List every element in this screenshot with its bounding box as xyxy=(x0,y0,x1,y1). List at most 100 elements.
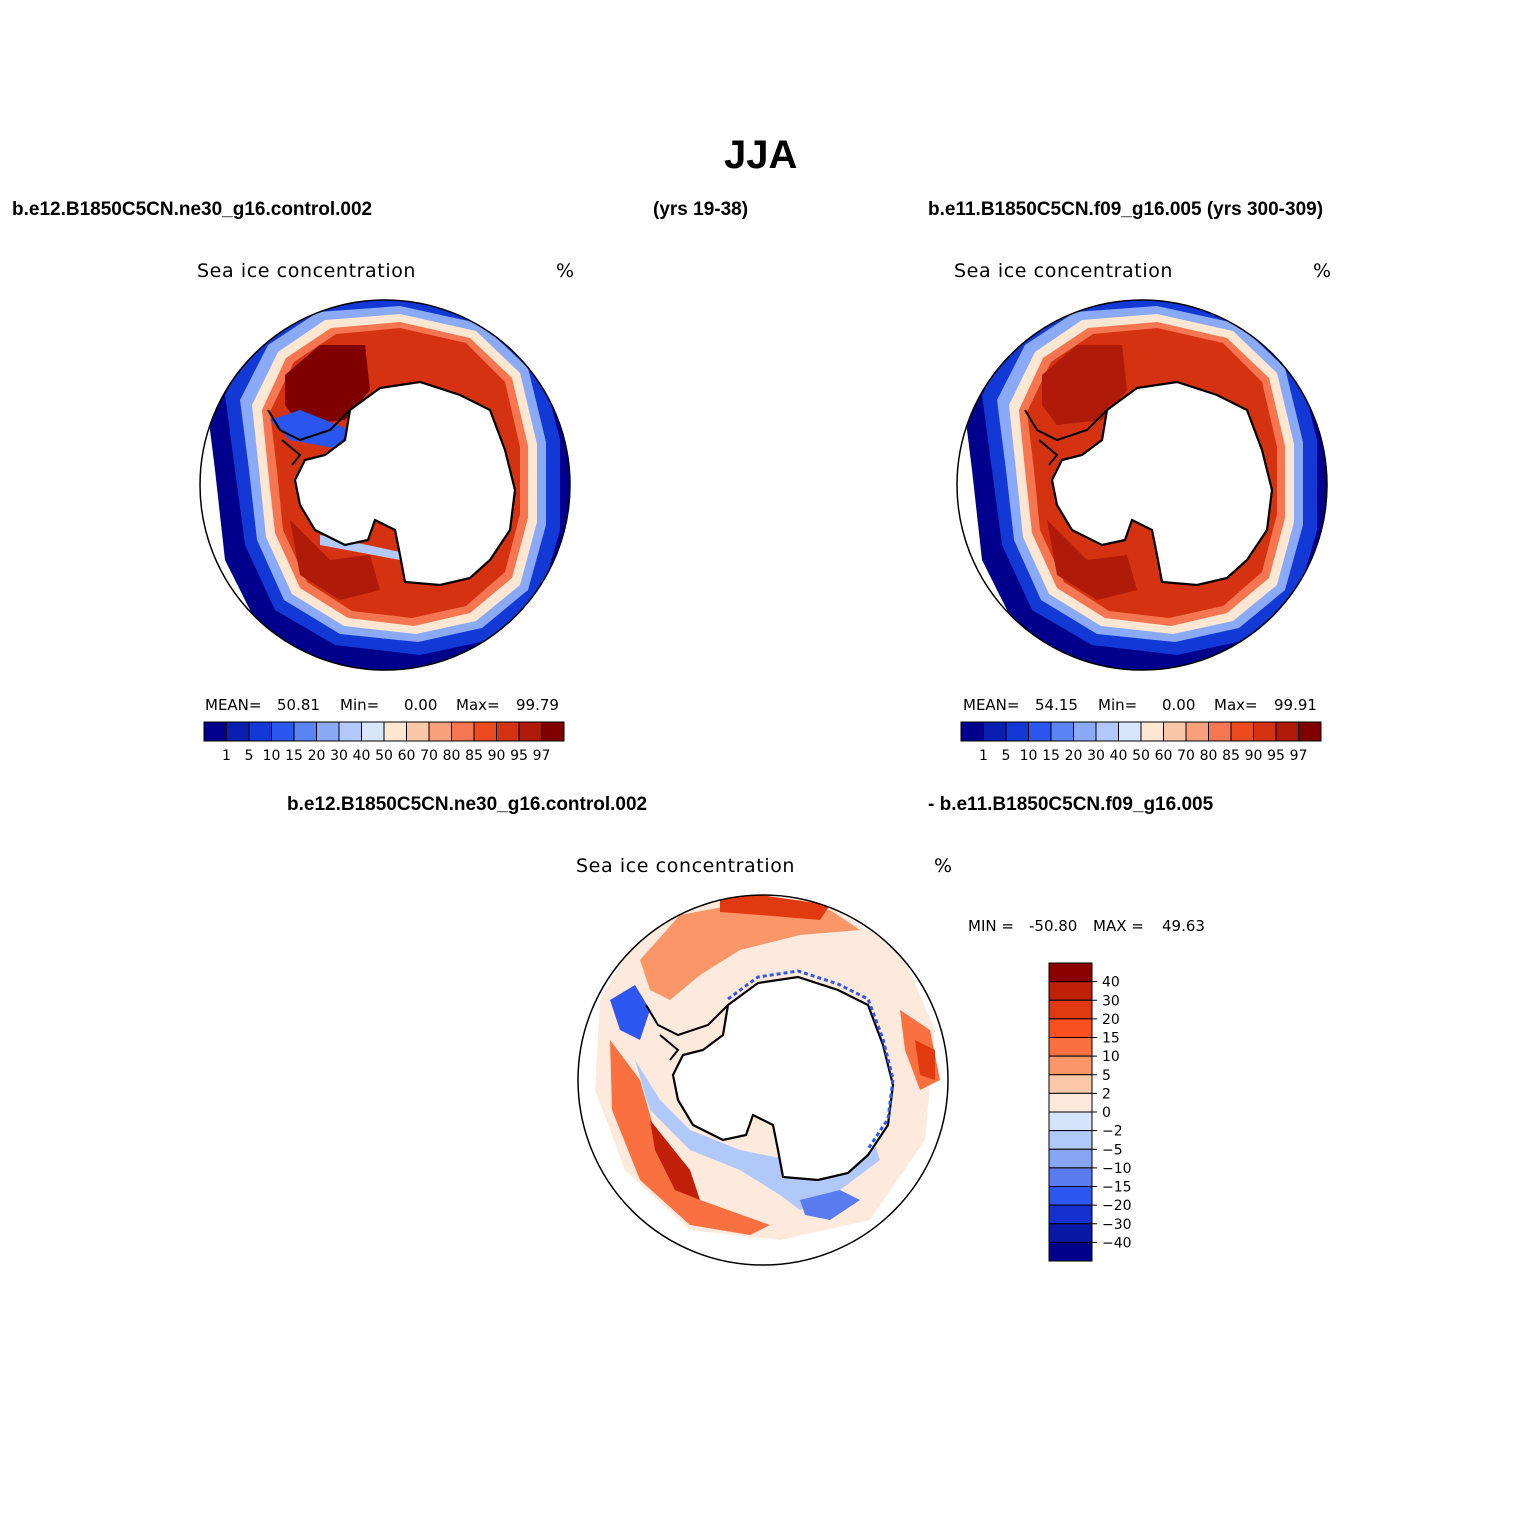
panel1-colorbar-swatch xyxy=(226,721,250,742)
panel1-colorbar-swatch xyxy=(518,721,542,742)
panel1-colorbar-swatch xyxy=(293,721,317,742)
diff-colorbar-tick-label: 20 xyxy=(1102,1012,1120,1028)
panel2-colorbar-swatch xyxy=(1050,721,1074,742)
panel2-max-value: 99.91 xyxy=(1274,696,1317,714)
diff-peninsula-coast xyxy=(645,1004,729,1061)
diff-antarctica-landmass xyxy=(671,975,895,1182)
panel1-colorbar-tick-label: 95 xyxy=(510,748,528,764)
panel1-colorbar-tick-label: 85 xyxy=(465,748,483,764)
panel2-colorbar-tick-label: 10 xyxy=(1020,748,1038,764)
panel2-colorbar-tick-label: 15 xyxy=(1042,748,1060,764)
diff-colorbar-swatch xyxy=(1048,1186,1093,1206)
diff-min-label: MIN = xyxy=(968,917,1014,935)
map2-antarctica-landmass xyxy=(1050,380,1274,587)
panel1-colorbar-tick-label: 60 xyxy=(398,748,416,764)
panel2-colorbar-tick-label: 30 xyxy=(1087,748,1105,764)
panel1-colorbar-tick-label: 70 xyxy=(420,748,438,764)
panel1-colorbar-tick-label: 5 xyxy=(245,748,254,764)
panel1-units-label: % xyxy=(556,260,575,282)
panel2-colorbar-tick-label: 70 xyxy=(1177,748,1195,764)
panel1-colorbar-swatch xyxy=(361,721,385,742)
panel2-max-label: Max= xyxy=(1214,696,1258,714)
panel2-colorbar-swatch xyxy=(1230,721,1254,742)
panel1-colorbar-tick-label: 90 xyxy=(488,748,506,764)
panel2-min-value: 0.00 xyxy=(1162,696,1196,714)
diff-max-value: 49.63 xyxy=(1162,917,1205,935)
diff-colorbar-tick-label: −10 xyxy=(1102,1161,1132,1177)
panel2-colorbar-tick-label: 90 xyxy=(1245,748,1263,764)
diff-colorbar-swatch xyxy=(1048,962,1093,983)
diff-min-value: -50.80 xyxy=(1029,917,1078,935)
panel2-colorbar-swatch xyxy=(1095,721,1119,742)
panel1-colorbar-tick-label: 1 xyxy=(222,748,231,764)
panel2-colorbar-tick-label: 97 xyxy=(1290,748,1308,764)
diff-colorbar-tick-label: −2 xyxy=(1102,1124,1123,1140)
panel1-colorbar-tick-label: 10 xyxy=(263,748,281,764)
diff-title-right: - b.e11.B1850C5CN.f09_g16.005 xyxy=(928,794,1214,815)
panel1-variable-label: Sea ice concentration xyxy=(197,260,417,282)
panel1-colorbar-swatch xyxy=(316,721,340,742)
panel1-colorbar-tick-label: 30 xyxy=(330,748,348,764)
diff-colorbar-tick-label: 10 xyxy=(1102,1049,1120,1065)
panel1-colorbar-swatch xyxy=(428,721,452,742)
panel1-colorbar-swatch xyxy=(271,721,295,742)
map1-antarctica-landmass xyxy=(293,380,517,587)
panel1-colorbar-swatch xyxy=(541,721,565,742)
diff-colorbar-tick-label: −15 xyxy=(1102,1180,1132,1196)
diff-units-label: % xyxy=(934,855,953,877)
diff-colorbar-tick-label: −5 xyxy=(1102,1142,1123,1158)
diff-colorbar-swatch xyxy=(1048,1092,1093,1113)
panel1-min-value: 0.00 xyxy=(404,696,438,714)
diff-colorbar-tick-label: 5 xyxy=(1102,1068,1111,1084)
panel2-colorbar-tick-label: 80 xyxy=(1200,748,1218,764)
diff-colorbar-swatch xyxy=(1048,1167,1093,1187)
case2-title: b.e11.B1850C5CN.f09_g16.005 (yrs 300-309… xyxy=(928,199,1324,220)
diff-colorbar-tick-label: −40 xyxy=(1102,1235,1132,1251)
panel2-colorbar: 1 5 10 15 20 30 40 50 60 70 80 85 90 95 97 xyxy=(960,721,1322,764)
panel2-colorbar-tick-label: 20 xyxy=(1065,748,1083,764)
diff-colorbar-swatch xyxy=(1048,1055,1093,1076)
panel2-colorbar-swatch xyxy=(983,721,1007,742)
diff-colorbar-tick-label: 0 xyxy=(1102,1105,1111,1121)
diff-colorbar-tick-label: 2 xyxy=(1102,1086,1111,1102)
panel1-colorbar-tick-label: 80 xyxy=(443,748,461,764)
diff-colorbar-swatch xyxy=(1048,999,1093,1020)
panel2-colorbar-swatch xyxy=(1073,721,1097,742)
panel1-max-label: Max= xyxy=(456,696,500,714)
diff-variable-label: Sea ice concentration xyxy=(576,855,796,877)
panel1-colorbar-swatch xyxy=(451,721,475,742)
panel2-colorbar-swatch xyxy=(1298,721,1322,742)
map1-boundary xyxy=(199,299,571,671)
panel1-colorbar-tick-label: 97 xyxy=(533,748,551,764)
panel1-mean-label: MEAN= xyxy=(205,696,262,714)
panel2-colorbar-tick-label: 1 xyxy=(979,748,988,764)
panel2-colorbar-swatch xyxy=(1118,721,1142,742)
panel2-units-label: % xyxy=(1313,260,1332,282)
panel1-colorbar-swatch xyxy=(383,721,407,742)
panel2-colorbar-swatch xyxy=(1140,721,1164,742)
panel1-colorbar-tick-label: 40 xyxy=(353,748,371,764)
panel1-min-label: Min= xyxy=(340,696,380,714)
diff-colorbar-tick-label: 30 xyxy=(1102,993,1120,1009)
diff-colorbar-swatch xyxy=(1048,981,1093,1001)
panel2-colorbar-tick-label: 95 xyxy=(1267,748,1285,764)
panel2-min-label: Min= xyxy=(1098,696,1138,714)
panel1-mean-value: 50.81 xyxy=(277,696,320,714)
panel2-colorbar-swatch xyxy=(1208,721,1232,742)
panel2-mean-label: MEAN= xyxy=(963,696,1020,714)
panel2-colorbar-tick-label: 5 xyxy=(1002,748,1011,764)
case1-years: (yrs 19-38) xyxy=(653,199,749,220)
diff-colorbar-tick-label: 15 xyxy=(1102,1031,1120,1047)
map2-peninsula-coast xyxy=(1024,409,1108,466)
panel2-colorbar-tick-label: 50 xyxy=(1132,748,1150,764)
figure-title: JJA xyxy=(724,133,798,177)
panel2-colorbar-swatch xyxy=(1253,721,1277,742)
diff-colorbar-tick-label: 40 xyxy=(1102,975,1120,991)
panel2-colorbar-tick-label: 40 xyxy=(1110,748,1128,764)
diff-colorbar-swatch xyxy=(1048,1130,1093,1150)
diff-colorbar-tick-label: −20 xyxy=(1102,1198,1132,1214)
case1-title: b.e12.B1850C5CN.ne30_g16.control.002 xyxy=(12,199,373,220)
panel1-colorbar-swatch xyxy=(248,721,272,742)
